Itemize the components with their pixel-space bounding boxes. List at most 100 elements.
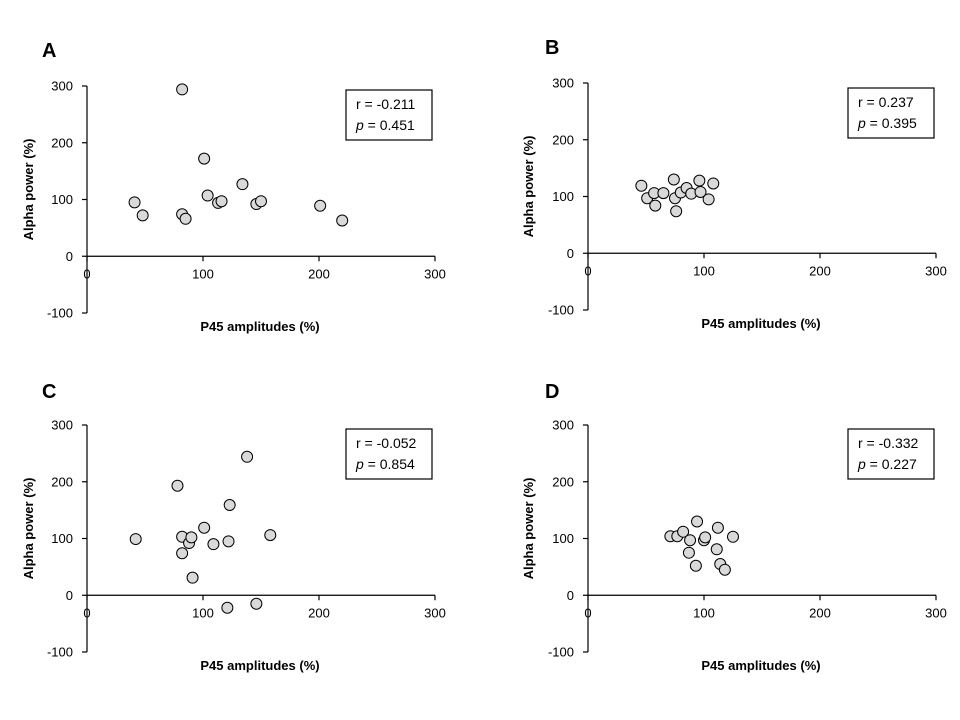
panels-group: A -100 0 100 200 300 0 100 200 300 P45 amplitudes … — [21, 37, 947, 673]
correlation-r-label: r = -0.211 — [356, 96, 415, 112]
y-tick-label: 0 — [66, 588, 73, 603]
data-point — [128, 196, 141, 209]
scatter-panel-b: B -100 0 100 200 300 0 100 200 300 P45 amplitudes … — [521, 37, 947, 331]
data-point — [707, 177, 720, 190]
data-point — [677, 525, 690, 538]
y-tick-label: 300 — [552, 76, 574, 91]
x-axis-title: P45 amplitudes (%) — [200, 319, 319, 334]
data-point — [136, 209, 149, 222]
y-tick-label: 200 — [51, 135, 73, 150]
data-point — [693, 174, 706, 187]
p-symbol: p — [857, 115, 866, 131]
y-tick-label: 100 — [51, 192, 73, 207]
data-point — [215, 195, 228, 208]
y-axis-title: Alpha power (%) — [21, 478, 36, 580]
x-tick-label: 200 — [809, 263, 831, 278]
stats-box — [345, 428, 433, 480]
p-symbol: p — [355, 456, 364, 472]
data-point — [186, 571, 199, 584]
y-tick-label: 0 — [567, 588, 574, 603]
data-point — [314, 199, 327, 212]
data-point — [657, 187, 670, 200]
scatter-panel-a: A -100 0 100 200 300 0 100 200 300 P45 amplitudes … — [21, 40, 446, 334]
p-value: = 0.395 — [866, 115, 917, 131]
x-tick-label: 300 — [925, 605, 947, 620]
data-point — [682, 546, 695, 559]
p-value: = 0.451 — [364, 117, 415, 133]
data-point — [718, 563, 731, 576]
y-axis-title: Alpha power (%) — [21, 139, 36, 241]
correlation-r-label: r = -0.052 — [356, 435, 417, 451]
data-point — [223, 499, 236, 512]
y-axis-title: Alpha power (%) — [521, 478, 536, 580]
data-point — [711, 521, 724, 534]
y-tick-label: 300 — [552, 418, 574, 433]
panel-letter: C — [42, 381, 56, 403]
data-point — [176, 83, 189, 96]
y-tick-label: -100 — [548, 645, 574, 660]
data-point — [201, 189, 214, 202]
x-tick-label: 300 — [424, 266, 446, 281]
x-tick-label: 100 — [693, 605, 715, 620]
x-tick-label: 0 — [584, 605, 591, 620]
x-tick-label: 100 — [192, 266, 214, 281]
x-tick-label: 0 — [83, 605, 90, 620]
p-symbol: p — [857, 456, 866, 472]
y-tick-label: -100 — [548, 303, 574, 318]
p-value: = 0.227 — [866, 456, 917, 472]
data-point — [264, 529, 277, 542]
y-tick-label: 100 — [552, 189, 574, 204]
y-tick-label: 0 — [66, 249, 73, 264]
y-tick-label: 100 — [552, 531, 574, 546]
scatter-panel-c: C -100 0 100 200 300 0 100 200 300 P45 amplitudes … — [21, 381, 446, 673]
data-point — [241, 450, 254, 463]
p-value: = 0.854 — [364, 456, 415, 472]
data-point — [250, 597, 263, 610]
data-point — [727, 530, 739, 543]
stats-box — [847, 428, 935, 480]
p-value-label: p = 0.854 — [355, 456, 415, 472]
data-point — [699, 531, 712, 544]
data-point — [635, 179, 648, 192]
data-point — [667, 173, 680, 186]
data-point — [236, 178, 249, 191]
y-tick-label: 300 — [51, 418, 73, 433]
correlation-r-label: r = 0.237 — [858, 94, 914, 110]
y-tick-label: 200 — [51, 474, 73, 489]
x-tick-label: 0 — [83, 266, 90, 281]
x-tick-label: 300 — [424, 605, 446, 620]
x-tick-label: 200 — [308, 605, 330, 620]
data-point — [649, 199, 662, 212]
x-tick-label: 200 — [308, 266, 330, 281]
data-point — [221, 601, 234, 614]
data-point — [185, 531, 198, 544]
x-tick-label: 200 — [809, 605, 831, 620]
data-point — [710, 543, 723, 556]
y-tick-label: -100 — [47, 645, 73, 660]
y-axis-title: Alpha power (%) — [521, 136, 536, 238]
y-tick-label: 100 — [51, 531, 73, 546]
panel-letter: D — [545, 381, 559, 403]
y-tick-label: -100 — [47, 306, 73, 321]
p-symbol: p — [355, 117, 364, 133]
data-point — [694, 185, 707, 198]
y-tick-label: 200 — [552, 474, 574, 489]
x-tick-label: 100 — [192, 605, 214, 620]
stats-box — [345, 89, 433, 141]
data-point — [684, 534, 697, 547]
data-point — [689, 559, 702, 572]
data-point — [255, 195, 267, 208]
data-point — [171, 479, 184, 492]
panel-letter: B — [545, 37, 559, 59]
y-tick-label: 0 — [567, 246, 574, 261]
x-tick-label: 0 — [584, 263, 591, 278]
x-tick-label: 300 — [925, 263, 947, 278]
correlation-r-label: r = -0.332 — [858, 435, 919, 451]
data-point — [198, 521, 211, 534]
data-point — [207, 538, 220, 551]
x-axis-title: P45 amplitudes (%) — [701, 316, 820, 331]
data-point — [670, 205, 683, 218]
y-tick-label: 300 — [51, 79, 73, 94]
data-point — [198, 152, 211, 165]
scatter-panel-d: D -100 0 100 200 300 0 100 200 300 P45 amplitudes … — [521, 381, 947, 673]
